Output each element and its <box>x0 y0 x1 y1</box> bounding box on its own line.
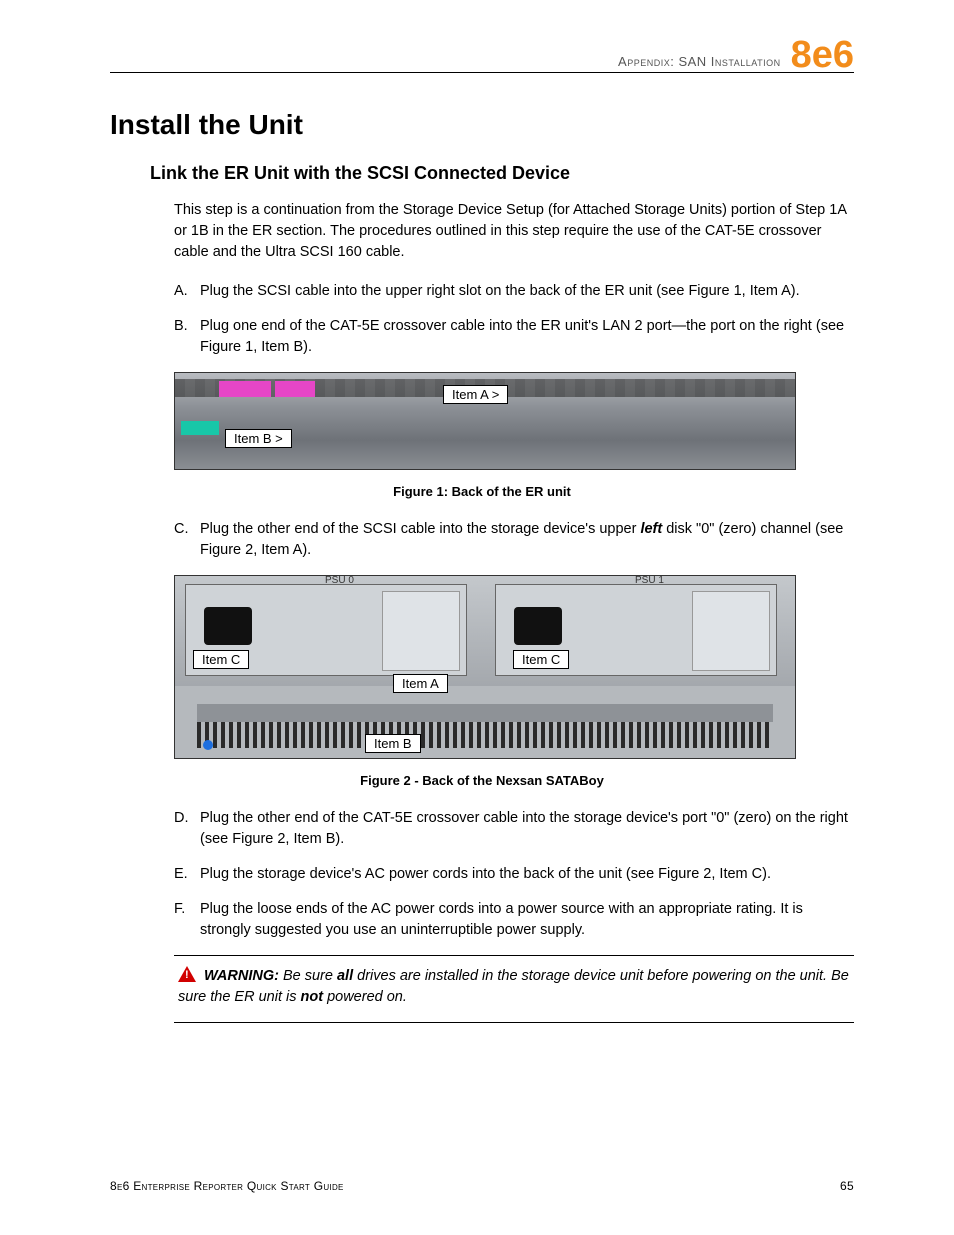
step-letter: C. <box>174 519 200 561</box>
step-c: C. Plug the other end of the SCSI cable … <box>174 519 854 561</box>
fig2-spec-sticker <box>692 591 770 671</box>
fig2-power-socket <box>204 607 252 645</box>
step-d: D. Plug the other end of the CAT-5E cros… <box>174 808 854 850</box>
brand-logo: 8e6 <box>791 38 854 72</box>
warning-label: WARNING: <box>204 968 279 984</box>
fig1-label-item-a: Item A > <box>443 385 508 404</box>
warning-icon <box>178 966 196 982</box>
step-body: Plug the other end of the SCSI cable int… <box>200 519 854 561</box>
step-body: Plug the SCSI cable into the upper right… <box>200 281 854 302</box>
fig2-power-socket <box>514 607 562 645</box>
warning-text-pre: Be sure <box>279 968 337 984</box>
section-subtitle: Link the ER Unit with the SCSI Connected… <box>150 163 854 184</box>
fig2-label-item-c-left: Item C <box>193 650 249 669</box>
figure-2: PSU 0 PSU 1 Item C Item C Item A Item B <box>174 575 796 759</box>
footer-doc-title: 8e6 Enterprise Reporter Quick Start Guid… <box>110 1179 344 1193</box>
step-c-emph: left <box>640 521 662 537</box>
step-f: F. Plug the loose ends of the AC power c… <box>174 899 854 941</box>
step-letter: D. <box>174 808 200 850</box>
header-appendix-text: Appendix: SAN Installation <box>618 55 781 68</box>
page-header: Appendix: SAN Installation 8e6 <box>110 38 854 73</box>
step-body: Plug one end of the CAT-5E crossover cab… <box>200 316 854 358</box>
intro-paragraph: This step is a continuation from the Sto… <box>174 200 854 263</box>
warning-text-post: powered on. <box>323 989 407 1005</box>
fig1-serial-port <box>219 381 271 397</box>
fig2-label-item-c-right: Item C <box>513 650 569 669</box>
step-letter: A. <box>174 281 200 302</box>
figure-2-caption: Figure 2 - Back of the Nexsan SATABoy <box>110 773 854 788</box>
step-b: B. Plug one end of the CAT-5E crossover … <box>174 316 854 358</box>
step-body: Plug the storage device's AC power cords… <box>200 864 854 885</box>
step-letter: B. <box>174 316 200 358</box>
figure-1: Item A > Item B > <box>174 372 796 470</box>
fig2-spec-sticker <box>382 591 460 671</box>
step-a: A. Plug the SCSI cable into the upper ri… <box>174 281 854 302</box>
fig1-serial-port <box>275 381 315 397</box>
fig2-vent-grille <box>197 704 773 748</box>
page-footer: 8e6 Enterprise Reporter Quick Start Guid… <box>110 1179 854 1193</box>
warning-callout: WARNING: Be sure all drives are installe… <box>174 955 854 1023</box>
step-c-text-pre: Plug the other end of the SCSI cable int… <box>200 521 640 537</box>
warning-bold-not: not <box>301 989 324 1005</box>
step-letter: E. <box>174 864 200 885</box>
step-letter: F. <box>174 899 200 941</box>
step-e: E. Plug the storage device's AC power co… <box>174 864 854 885</box>
fig1-aux-port <box>181 421 219 435</box>
fig1-label-item-b: Item B > <box>225 429 292 448</box>
page: Appendix: SAN Installation 8e6 Install t… <box>0 0 954 1235</box>
fig2-label-item-b: Item B <box>365 734 421 753</box>
step-body: Plug the loose ends of the AC power cord… <box>200 899 854 941</box>
page-title: Install the Unit <box>110 109 854 141</box>
figure-1-caption: Figure 1: Back of the ER unit <box>110 484 854 499</box>
fig2-label-item-a: Item A <box>393 674 448 693</box>
footer-page-number: 65 <box>840 1179 854 1193</box>
warning-bold-all: all <box>337 968 353 984</box>
step-body: Plug the other end of the CAT-5E crossov… <box>200 808 854 850</box>
